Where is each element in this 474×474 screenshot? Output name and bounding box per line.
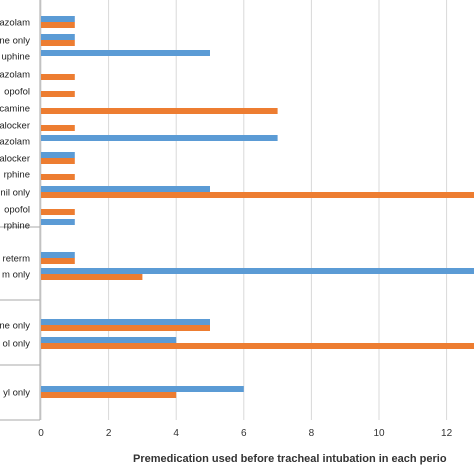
bars bbox=[41, 16, 474, 398]
x-tick-label: 8 bbox=[309, 428, 315, 439]
category-label: opofol bbox=[4, 205, 30, 216]
bar-orange bbox=[41, 325, 210, 331]
category-label: alocker bbox=[0, 154, 30, 165]
x-tick-label: 10 bbox=[373, 428, 385, 439]
bar-blue bbox=[41, 219, 75, 225]
bar-blue bbox=[41, 34, 75, 40]
bar-blue bbox=[41, 268, 474, 274]
x-tick-label: 6 bbox=[241, 428, 247, 439]
bar-orange bbox=[41, 343, 474, 349]
category-label: opofol bbox=[4, 87, 30, 98]
bar-blue bbox=[41, 252, 75, 258]
bar-orange bbox=[41, 174, 75, 180]
bar-orange bbox=[41, 108, 278, 114]
category-label: rphine bbox=[4, 170, 30, 181]
category-label: alocker bbox=[0, 121, 30, 132]
category-label: reterm bbox=[3, 254, 31, 265]
category-label: ne only bbox=[0, 321, 30, 332]
category-label: azolam bbox=[0, 70, 30, 81]
x-tick-label: 0 bbox=[38, 428, 44, 439]
bar-blue bbox=[41, 152, 75, 158]
category-label: nil only bbox=[0, 188, 30, 199]
bar-orange bbox=[41, 258, 75, 264]
bar-blue bbox=[41, 319, 210, 325]
category-label: azolam bbox=[0, 137, 30, 148]
bar-orange bbox=[41, 40, 75, 46]
category-label: azolam bbox=[0, 18, 30, 29]
x-tick-label: 12 bbox=[441, 428, 453, 439]
category-group-dividers bbox=[0, 0, 41, 421]
category-label: yl only bbox=[3, 388, 30, 399]
bar-orange bbox=[41, 392, 177, 398]
category-label: camine bbox=[0, 104, 30, 115]
bar-orange bbox=[41, 22, 75, 28]
bar-blue bbox=[41, 16, 75, 22]
category-label: ne only bbox=[0, 36, 30, 47]
bar-orange bbox=[41, 125, 75, 131]
category-label: m only bbox=[2, 270, 30, 281]
bar-blue bbox=[41, 386, 244, 392]
bar-orange bbox=[41, 91, 75, 97]
bar-orange bbox=[41, 209, 75, 215]
bar-blue bbox=[41, 337, 177, 343]
x-tick-label: 2 bbox=[106, 428, 112, 439]
category-label: ol only bbox=[3, 339, 31, 350]
bar-orange bbox=[41, 158, 75, 164]
bar-orange bbox=[41, 274, 143, 280]
category-label: rphine bbox=[4, 221, 30, 232]
bar-orange bbox=[41, 74, 75, 80]
gridlines bbox=[40, 0, 448, 420]
x-axis-ticks: 0 2 4 6 8 10 12 bbox=[38, 428, 452, 439]
x-tick-label: 4 bbox=[173, 428, 179, 439]
category-labels: azolam ne only uphine azolam opofol camine alo… bbox=[0, 18, 30, 399]
category-label: uphine bbox=[1, 52, 30, 63]
bar-orange bbox=[41, 192, 474, 198]
bar-blue bbox=[41, 186, 210, 192]
bar-blue bbox=[41, 50, 210, 56]
bar-blue bbox=[41, 135, 278, 141]
x-axis-title: Premedication used before tracheal intub… bbox=[133, 453, 447, 465]
